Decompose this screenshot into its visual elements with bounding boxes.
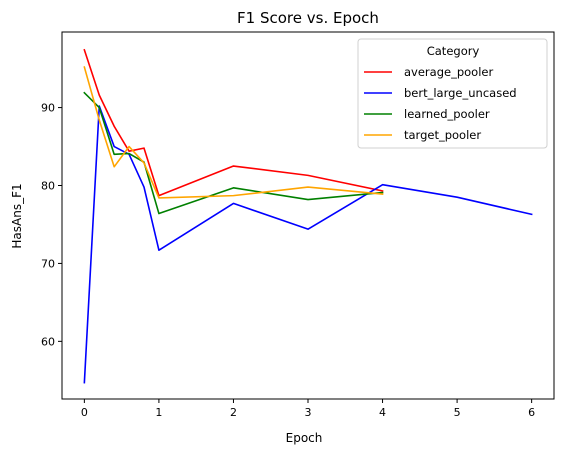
legend-entry-learned_pooler: learned_pooler [364, 107, 490, 121]
legend-title: Category [427, 44, 480, 58]
plot-frame [61, 31, 555, 400]
legend: Category average_pooler bert_large_uncase… [357, 38, 548, 149]
x-tick-label: 4 [379, 406, 386, 419]
legend-label: target_pooler [404, 128, 481, 142]
y-tick-label: 70 [41, 257, 55, 270]
x-tick-label: 3 [305, 406, 312, 419]
legend-entry-bert_large_uncased: bert_large_uncased [364, 86, 517, 100]
ticks-layer: 0 1 2 3 4 5 6 60 70 80 90 [41, 102, 535, 419]
y-tick-label: 60 [41, 335, 55, 348]
x-tick-label: 6 [528, 406, 535, 419]
series-line-average_pooler [83, 48, 384, 197]
x-axis-label: Epoch [286, 431, 323, 445]
series-line-bert_large_uncased [83, 105, 533, 384]
series-line-target_pooler [83, 66, 384, 199]
legend-box [357, 38, 548, 149]
x-tick-label: 1 [155, 406, 162, 419]
series-layer [83, 48, 533, 384]
legend-entry-target_pooler: target_pooler [364, 128, 481, 142]
legend-label: bert_large_uncased [404, 86, 517, 100]
x-tick-label: 0 [81, 406, 88, 419]
chart-title: F1 Score vs. Epoch [237, 9, 379, 27]
y-tick-label: 80 [41, 180, 55, 193]
legend-label: learned_pooler [404, 107, 490, 121]
legend-label: average_pooler [404, 65, 493, 79]
y-axis-label: HasAns_F1 [10, 183, 24, 248]
x-tick-label: 2 [230, 406, 237, 419]
legend-entry-average_pooler: average_pooler [364, 65, 493, 79]
legend-entries: average_pooler bert_large_uncased learned_… [364, 65, 517, 142]
y-tick-label: 90 [41, 102, 55, 115]
x-tick-label: 5 [454, 406, 461, 419]
